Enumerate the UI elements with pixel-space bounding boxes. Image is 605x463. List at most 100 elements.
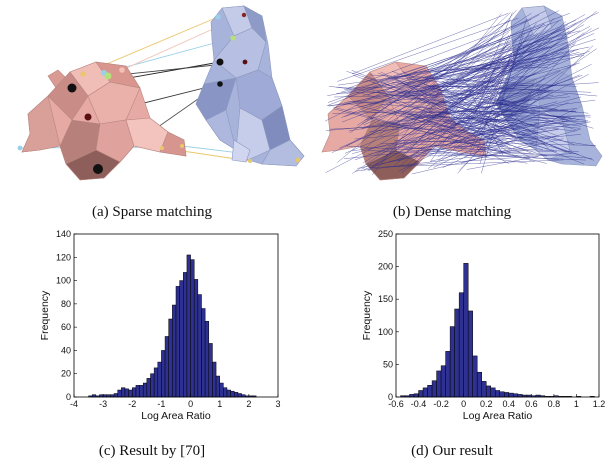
hist-d-ylabel: Frequency (361, 290, 373, 340)
hist-d-bar (440, 365, 446, 398)
hist-c-bar (183, 272, 188, 398)
hist-d-ytick-label: 100 (378, 327, 393, 337)
hist-c-bar (157, 361, 162, 398)
hist-c-xtick-label: 3 (275, 399, 280, 409)
source-shape (21, 61, 187, 181)
hist-c-ytick-label: 120 (56, 252, 71, 262)
hist-c-bar (132, 387, 137, 398)
hist-c-ytick-label: 20 (61, 369, 71, 379)
hist-c-bar (204, 321, 210, 398)
histogram-c: -4 -3 -2 -1 0 1 2 3 0 20 40 60 80 100 120 140 Log Area R… (39, 229, 281, 422)
hist-d-bar (445, 351, 451, 398)
hist-c-ytick-label: 100 (56, 276, 71, 286)
hist-d-xtick-label: 1.2 (593, 399, 605, 409)
hist-d-xtick-label: 0 (461, 399, 466, 409)
hist-c-bar (179, 280, 184, 398)
hist-c-xtick-label: 0 (188, 399, 193, 409)
hist-c-bar (186, 254, 191, 398)
hist-c-bar (212, 361, 217, 398)
hist-d-bar (458, 292, 464, 398)
target-shape (195, 5, 305, 167)
hist-d-bar (418, 390, 424, 398)
hist-c-axes-frame (73, 233, 279, 398)
caption-b: (b) Dense matching (393, 204, 512, 220)
hist-c-ytick-label: 40 (61, 345, 71, 355)
hist-c-bar (172, 304, 177, 398)
hist-c-bar (146, 378, 151, 398)
hist-d-bar (413, 393, 419, 398)
hist-c-xtick-label: 1 (217, 399, 222, 409)
hist-c-bar (124, 388, 129, 398)
hist-d-bar (472, 355, 478, 398)
hist-d-bar (463, 263, 469, 398)
hist-d-bar (476, 371, 482, 398)
hist-c-bar (164, 336, 169, 398)
hist-d-bar (481, 381, 487, 398)
hist-d-bar (485, 385, 491, 398)
histogram-d: -0.6 -0.4 -0.2 0 0.2 0.4 0.6 0.8 1 1.2 0 50 100 150 20… (361, 229, 605, 422)
hist-d-xtick-label: -0.4 (411, 399, 427, 409)
hist-d-ytick-label: 50 (383, 359, 393, 369)
hist-c-ytick-label: 140 (56, 229, 71, 239)
hist-c-bar (128, 389, 133, 398)
hist-d-xtick-label: 1 (574, 399, 579, 409)
hist-c-xtick-label: 2 (246, 399, 251, 409)
hist-d-xlabel: Log Area Ratio (463, 410, 533, 422)
hist-d-ytick-label: 0 (388, 392, 393, 402)
hist-c-bar (190, 259, 195, 398)
hist-d-xtick-label: 0.2 (480, 399, 493, 409)
hist-c-xtick-label: -4 (70, 399, 78, 409)
hist-d-bar (508, 392, 514, 398)
hist-d-axes-frame (395, 233, 600, 398)
hist-c-bar (113, 393, 118, 398)
hist-d-bar (436, 370, 442, 398)
hist-c-ylabel: Frequency (39, 290, 51, 340)
hist-c-bar (175, 286, 180, 398)
caption-c: (c) Result by [70] (99, 443, 205, 459)
hist-c-bar (142, 382, 148, 398)
caption-d: (d) Our result (411, 443, 493, 459)
hist-c-bar (230, 390, 235, 398)
hist-c-ytick-label: 0 (66, 392, 71, 402)
hist-d-bar (499, 391, 505, 398)
dense-correspondence-lines (324, 9, 600, 176)
hist-c-bar (150, 373, 155, 398)
hist-d-ytick-label: 150 (378, 294, 393, 304)
hist-d-bar (494, 390, 500, 398)
hist-c-bar (237, 393, 242, 398)
hist-d-bar (449, 326, 455, 398)
hist-c-bar (201, 308, 206, 398)
hist-c-bar (197, 294, 202, 398)
hist-d-xtick-label: 0.6 (525, 399, 538, 409)
hist-c-bar (135, 385, 140, 398)
hist-c-bar (168, 318, 173, 398)
hist-c-bar (121, 387, 126, 398)
sparse-feature-points (17, 12, 301, 174)
hist-c-bar (234, 392, 239, 398)
hist-d-bar (431, 380, 437, 398)
hist-d-bar (454, 308, 460, 398)
hist-d-bar (422, 387, 428, 398)
hist-c-bar (223, 387, 228, 398)
hist-c-xtick-label: -2 (128, 399, 136, 409)
hist-c-bar (226, 389, 231, 398)
hist-c-bar (139, 385, 144, 398)
hist-c-bar (153, 367, 159, 398)
sparse-matching-panel (17, 5, 305, 181)
hist-c-xtick-label: -3 (99, 399, 107, 409)
dense-matching-panel (321, 5, 603, 181)
hist-c-bar (161, 350, 166, 398)
hist-d-bar (427, 385, 433, 398)
hist-d-ytick-label: 200 (378, 262, 393, 272)
hist-d-xtick-label: -0.2 (433, 399, 449, 409)
hist-d-bar (504, 392, 510, 398)
hist-c-ytick-label: 60 (61, 322, 71, 332)
hist-d-xtick-label: 0.8 (548, 399, 561, 409)
hist-d-xtick-label: 0.4 (503, 399, 516, 409)
hist-d-bar (490, 387, 496, 398)
hist-c-bar (219, 382, 224, 398)
hist-c-xtick-label: -1 (157, 399, 165, 409)
hist-c-xlabel: Log Area Ratio (141, 410, 211, 422)
caption-a: (a) Sparse matching (92, 204, 212, 220)
hist-d-xtick-label: -0.6 (388, 399, 404, 409)
